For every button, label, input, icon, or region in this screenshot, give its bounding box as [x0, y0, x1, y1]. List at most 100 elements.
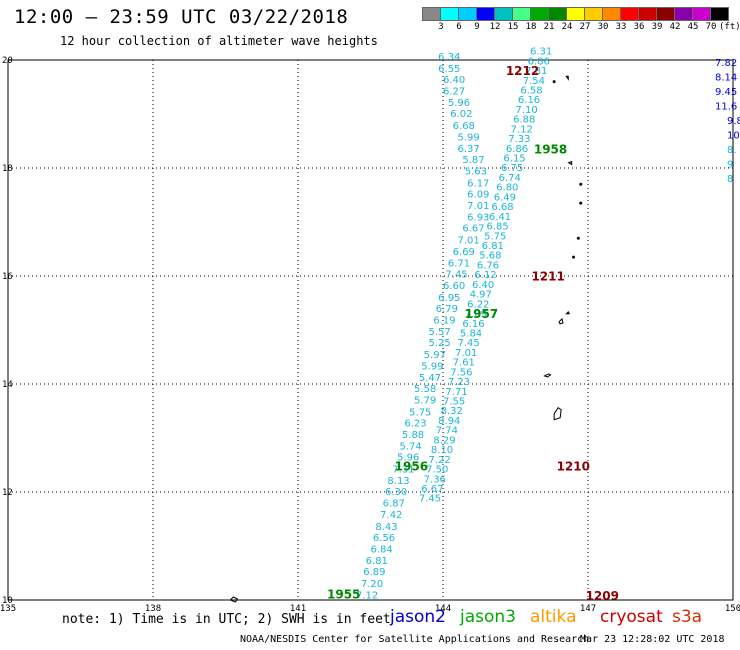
island-outline: [567, 160, 573, 166]
wave-height-value: 5.57: [429, 327, 451, 338]
wave-height-value: 7.12: [511, 124, 533, 135]
legend-tick-label: 27: [579, 22, 591, 32]
wave-height-value: 6.76: [477, 260, 499, 271]
island-outline: [543, 373, 552, 378]
wave-height-value: 7.54: [523, 76, 545, 87]
legend-tick-label: 9: [474, 22, 480, 32]
wave-height-value: 5.25: [429, 338, 451, 349]
wave-height-value: 7.01: [455, 348, 477, 359]
lon-tick-label: 150: [725, 604, 740, 614]
wave-height-value: 7.01: [467, 201, 489, 212]
wave-height-value: 7.55: [443, 397, 465, 408]
wave-height-value: 6.02: [450, 109, 472, 120]
legend-tick-label: 39: [651, 22, 663, 32]
pass-number-label: 1957: [465, 307, 498, 321]
lat-tick-label: 12: [2, 488, 13, 498]
wave-height-value: 7.01: [458, 236, 480, 247]
wave-height-value: 7.71: [445, 387, 467, 398]
island-outline: [229, 596, 239, 603]
wave-height-value: 5.84: [460, 328, 482, 339]
wave-height-value: 5.99: [421, 361, 443, 372]
pass-number-label: 1955: [327, 587, 360, 601]
wave-height-value: 8.29: [433, 435, 455, 446]
wave-height-value: 6.17: [467, 178, 489, 189]
wave-height-value: 6.22: [467, 299, 489, 310]
edge-wave-value: 8.14: [715, 73, 737, 84]
wave-height-value: 7.33: [508, 134, 530, 145]
wave-height-value: 5.68: [479, 251, 501, 262]
wave-height-value: 5.97: [424, 350, 446, 361]
note-text: note: 1) Time is in UTC; 2) SWH is in fe…: [62, 612, 391, 627]
wave-height-value: 8.10: [431, 445, 453, 456]
wave-height-value: 6.81: [482, 241, 504, 252]
wave-height-value: 7.09: [465, 309, 487, 320]
wave-height-value: 6.49: [494, 192, 516, 203]
lat-tick-label: 10: [2, 596, 13, 606]
edge-wave-value: 9.8: [727, 116, 740, 127]
lon-tick-label: 147: [580, 604, 596, 614]
legend-tick-label: 33: [615, 22, 627, 32]
wave-height-value: 6.09: [467, 190, 489, 201]
lat-tick-label: 14: [2, 380, 13, 390]
edge-wave-value: 10.: [727, 131, 740, 142]
satellite-jason2: jason2: [390, 607, 446, 627]
wave-height-value: 6.81: [366, 556, 388, 567]
pass-number-label: 1209: [586, 589, 619, 603]
wave-height-value: 8.43: [375, 522, 397, 533]
wave-height-value: 6.58: [520, 85, 542, 96]
wave-height-value: 6.23: [404, 419, 426, 430]
pass-number-label: 1958: [534, 142, 567, 156]
pass-number-label: 1211: [531, 269, 564, 283]
wave-height-value: 6.86: [528, 56, 550, 67]
legend-tick-label: 6: [456, 22, 462, 32]
island-dot: [576, 236, 580, 240]
wave-height-value: 6.87: [383, 499, 405, 510]
wave-height-value: 8.94: [438, 416, 460, 427]
wave-height-value: 6.37: [458, 144, 480, 155]
island-outline: [558, 317, 564, 325]
wave-height-value: 6.34: [438, 52, 460, 63]
wave-height-value: 6.69: [453, 247, 475, 258]
wave-height-value: 5.88: [402, 430, 424, 441]
wave-height-value: 7.45: [445, 270, 467, 281]
wave-height-value: 6.86: [506, 144, 528, 155]
island-dot: [579, 182, 583, 186]
wave-height-value: 6.68: [453, 121, 475, 132]
legend-tick-label: 45: [687, 22, 699, 32]
lon-tick-label: 138: [145, 604, 161, 614]
lon-tick-label: 141: [290, 604, 306, 614]
legend-tick-label: 21: [543, 22, 555, 32]
wave-height-value: 7.81: [525, 66, 547, 77]
wave-height-value: 5.96: [448, 98, 470, 109]
wave-height-value: 6.79: [436, 304, 458, 315]
satellite-jason3: jason3: [460, 607, 516, 627]
wave-height-value: 5.58: [414, 384, 436, 395]
wave-height-value: 7.74: [436, 426, 458, 437]
edge-wave-value: 8: [727, 174, 733, 185]
wave-height-value: 6.88: [513, 115, 535, 126]
wave-height-value: 7.22: [429, 455, 451, 466]
edge-wave-value: 9.45: [715, 87, 737, 98]
wave-height-value: 6.40: [443, 75, 465, 86]
legend-tick-label: 70: [705, 22, 717, 32]
wave-height-value: 7.12: [356, 590, 378, 601]
wave-height-value: 4.97: [470, 290, 492, 301]
legend-tick-label: 15: [507, 22, 519, 32]
legend-tick-label: 3: [438, 22, 444, 32]
wave-height-value: 5.74: [400, 441, 422, 452]
wave-height-value: 6.60: [443, 281, 465, 292]
map-frame: [7, 59, 734, 601]
pass-number-label: 1212: [506, 64, 539, 78]
lon-tick-label: 135: [0, 604, 16, 614]
legend-tick-label: 24: [561, 22, 573, 32]
wave-height-value: 6.67: [462, 224, 484, 235]
wave-height-value: 6.30: [385, 487, 407, 498]
island-outline: [565, 75, 569, 81]
edge-wave-value: 11.6: [715, 102, 737, 113]
wave-height-value: 7.36: [424, 474, 446, 485]
island-dot: [579, 201, 583, 205]
wave-height-value: 5.96: [397, 453, 419, 464]
wave-height-value: 6.93: [467, 212, 489, 223]
wave-height-value: 6.40: [472, 280, 494, 291]
wave-height-value: 6.56: [373, 533, 395, 544]
